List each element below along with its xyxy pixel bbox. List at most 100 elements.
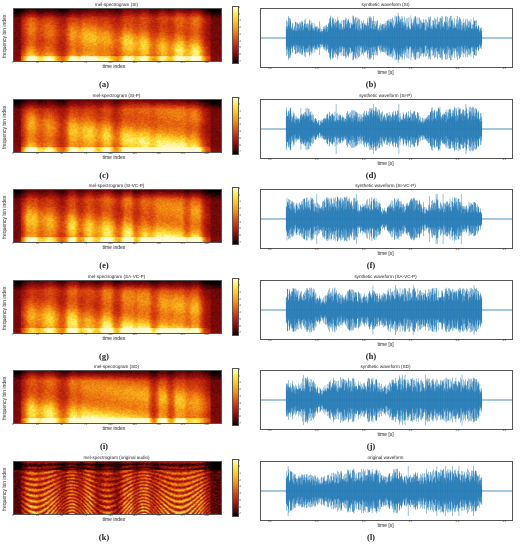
spectrogram-xtick: 125 bbox=[132, 61, 137, 64]
waveform-xtick: 0.0 bbox=[268, 248, 272, 251]
colorbar-tick: -3 bbox=[238, 213, 241, 217]
spectrogram-ylabel: frequency bin index bbox=[2, 195, 8, 239]
waveform-xtick: 0.0 bbox=[268, 157, 272, 161]
colorbar-tick: -4 bbox=[238, 220, 241, 224]
spectrogram-xtick: 50 bbox=[60, 423, 64, 426]
colorbar-tick: -7 bbox=[238, 150, 241, 154]
colorbar-tick: -4 bbox=[238, 492, 241, 496]
caption-waveform: (j) bbox=[366, 441, 376, 451]
waveform-xtick: 1.5 bbox=[408, 429, 413, 432]
spectrogram-xtick: 150 bbox=[156, 423, 161, 426]
spectrogram-xtick: 150 bbox=[156, 151, 161, 155]
spectrogram-xtick: 0 bbox=[12, 513, 14, 517]
spectrogram-xtick: 150 bbox=[156, 61, 161, 64]
waveform-svg bbox=[261, 465, 512, 516]
spectrogram-ylabel: frequency bin index bbox=[2, 376, 8, 420]
spectrogram-xtick: 125 bbox=[132, 242, 137, 245]
spectrogram-plot bbox=[13, 98, 222, 153]
caption-spectrogram: (a) bbox=[99, 79, 109, 89]
colorbar-tick: -1 bbox=[238, 200, 241, 204]
spectrogram-xtick: 100 bbox=[108, 151, 113, 155]
waveform-xtick: 0.5 bbox=[314, 338, 319, 342]
waveform-xtick: 2.0 bbox=[455, 157, 460, 161]
spectrogram-xtick: 100 bbox=[108, 513, 113, 517]
spectrogram-xtick: 75 bbox=[84, 332, 88, 336]
colorbar-tick: -2 bbox=[238, 207, 241, 211]
colorbar-tick: -1 bbox=[238, 290, 241, 294]
spectrogram-xtick: 150 bbox=[156, 332, 161, 336]
caption-spectrogram: (e) bbox=[99, 260, 109, 270]
waveform-plot bbox=[260, 98, 513, 159]
spectrogram-xlabel: time index bbox=[102, 426, 126, 432]
waveform-title: synthetic waveform (SD) bbox=[360, 364, 411, 369]
waveform-xtick: 2.5 bbox=[502, 429, 507, 432]
colorbar-tick: -2 bbox=[238, 297, 241, 301]
colorbar-tick: -1 bbox=[238, 381, 241, 385]
spectrogram-xtick: 125 bbox=[132, 423, 137, 426]
waveform-xtick: 1.0 bbox=[361, 157, 366, 161]
colorbar-tick: 0 bbox=[238, 374, 240, 378]
colorbar-tick: -5 bbox=[238, 408, 241, 412]
colorbar-tick: -6 bbox=[238, 415, 241, 419]
waveform-xtick: 0.5 bbox=[314, 157, 319, 161]
spectrogram-title: mel-spectrogram (original audio) bbox=[83, 454, 150, 460]
caption-spectrogram: (k) bbox=[98, 531, 110, 542]
waveform-plot bbox=[260, 8, 513, 68]
spectrogram-image bbox=[14, 99, 221, 152]
spectrogram-xtick: 125 bbox=[132, 513, 137, 517]
spectrogram-xtick: 25 bbox=[36, 151, 39, 155]
waveform-xtick: 0.5 bbox=[314, 67, 319, 70]
spectrogram-xtick: 75 bbox=[84, 61, 88, 64]
waveform-xtick: 2.5 bbox=[502, 157, 507, 161]
waveform-title: synthetic waveform (SA-VC-P) bbox=[354, 273, 417, 279]
caption-waveform: (f) bbox=[366, 260, 376, 270]
colorbar-tick: -6 bbox=[238, 505, 241, 509]
spectrogram-xtick: 100 bbox=[108, 242, 113, 245]
waveform-plot bbox=[260, 189, 513, 249]
colorbar-tick: -2 bbox=[238, 388, 241, 392]
spectrogram-xtick: 175 bbox=[180, 242, 185, 245]
spectrogram-xtick: 25 bbox=[36, 513, 39, 517]
waveform-xtick: 0.5 bbox=[314, 248, 319, 251]
waveform-xtick: 2.0 bbox=[455, 67, 460, 70]
spectrogram-xtick: 0 bbox=[12, 423, 14, 426]
waveform-plot bbox=[260, 460, 513, 521]
spectrogram-xtick: 200 bbox=[204, 332, 209, 336]
figure-row-2: mel-spectrogram (SI-P) frequency bin inde… bbox=[0, 91, 521, 182]
spectrogram-xtick: 0 bbox=[12, 151, 14, 155]
spectrogram-xtick: 100 bbox=[108, 332, 113, 336]
spectrogram-xtick: 175 bbox=[180, 513, 185, 517]
colorbar-tick: -6 bbox=[238, 53, 241, 57]
spectrogram-xtick: 25 bbox=[36, 61, 39, 64]
colorbar-tick: -2 bbox=[238, 116, 241, 120]
waveform-xtick: 1.0 bbox=[361, 248, 366, 251]
colorbar-tick: -6 bbox=[238, 234, 241, 238]
colorbar-tick: 1 bbox=[238, 458, 240, 462]
spectrogram-xlabel: time index bbox=[102, 516, 126, 523]
waveform-xtick: 2.5 bbox=[502, 338, 507, 342]
spectrogram-title: mel-spectrogram (SI-P) bbox=[92, 92, 141, 98]
spectrogram-xlabel: time index bbox=[102, 335, 126, 342]
colorbar-tick: 0 bbox=[238, 12, 240, 16]
colorbar bbox=[232, 6, 239, 64]
spectrogram-xlabel: time index bbox=[102, 154, 126, 161]
spectrogram-xtick: 125 bbox=[132, 332, 137, 336]
spectrogram-xtick: 50 bbox=[60, 61, 64, 64]
caption-spectrogram: (i) bbox=[99, 441, 109, 451]
waveform-svg bbox=[261, 194, 512, 244]
colorbar-tick: -5 bbox=[238, 136, 241, 140]
spectrogram-ylabel: frequency bin index bbox=[2, 14, 8, 58]
waveform-xtick: 1.0 bbox=[361, 429, 366, 432]
caption-waveform: (b) bbox=[365, 79, 377, 89]
spectrogram-plot bbox=[13, 279, 222, 334]
colorbar-tick: -3 bbox=[238, 394, 241, 398]
colorbar bbox=[232, 96, 239, 155]
colorbar-tick: -7 bbox=[238, 421, 241, 425]
spectrogram-image bbox=[14, 371, 221, 423]
waveform-title: synthetic waveform (SI-VC-P) bbox=[355, 183, 416, 188]
spectrogram-plot bbox=[13, 370, 222, 424]
caption-waveform: (l) bbox=[366, 531, 376, 542]
spectrogram-title: mel-spectrogram (SI-VC-P) bbox=[88, 183, 145, 188]
colorbar-tick: -3 bbox=[238, 485, 241, 489]
spectrogram-xtick: 50 bbox=[60, 332, 64, 336]
